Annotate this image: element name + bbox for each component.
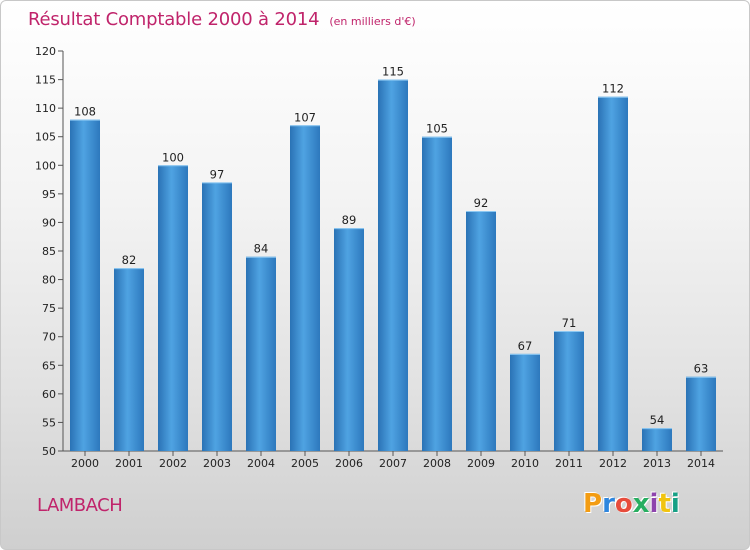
y-tick-label: 110 xyxy=(35,102,56,115)
brand-letter: x xyxy=(632,489,650,519)
value-labels: 108 82 100 97 84 107 89 115 105 92 67 71 112 54 63 xyxy=(74,65,708,428)
brand-letter: t xyxy=(658,489,671,519)
title-line: Résultat Comptable 2000 à 2014 (en millie… xyxy=(28,9,416,30)
data-label: 71 xyxy=(562,316,577,330)
data-label: 54 xyxy=(650,413,665,427)
bar xyxy=(246,256,276,451)
x-tick-label: 2010 xyxy=(511,457,539,470)
x-axis: 2000 2001 2002 2003 2004 2005 2006 2007 2008 2009… xyxy=(63,450,723,470)
brand-letter: i xyxy=(670,489,680,519)
x-tick-label: 2007 xyxy=(379,457,407,470)
bars xyxy=(70,79,716,452)
chart-subtitle: (en milliers d'€) xyxy=(329,15,416,28)
data-label: 67 xyxy=(518,339,533,353)
y-axis: 50 55 60 65 70 75 80 85 90 95 100 105 110 115 120 xyxy=(35,45,64,458)
data-label: 82 xyxy=(122,253,137,267)
y-tick-label: 85 xyxy=(42,245,56,258)
data-label: 105 xyxy=(426,122,448,136)
brand-logo[interactable]: Proxiti xyxy=(583,489,680,519)
x-tick-label: 2001 xyxy=(115,457,143,470)
bar xyxy=(686,376,716,451)
x-tick-label: 2005 xyxy=(291,457,319,470)
y-tick-label: 75 xyxy=(42,302,56,315)
data-label: 107 xyxy=(294,110,316,124)
bar xyxy=(510,353,540,451)
bar xyxy=(202,182,232,451)
data-label: 112 xyxy=(602,82,624,96)
y-tick-label: 95 xyxy=(42,188,56,201)
x-tick-label: 2012 xyxy=(599,457,627,470)
y-tick-label: 70 xyxy=(42,331,56,344)
bar xyxy=(158,165,188,452)
x-tick-label: 2014 xyxy=(687,457,715,470)
commune-name: LAMBACH xyxy=(37,495,123,516)
x-tick-label: 2013 xyxy=(643,457,671,470)
y-tick-label: 120 xyxy=(35,45,56,58)
x-tick-label: 2003 xyxy=(203,457,231,470)
data-label: 100 xyxy=(162,150,184,164)
x-tick-label: 2008 xyxy=(423,457,451,470)
brand-letter: r xyxy=(602,489,615,519)
x-tick-label: 2002 xyxy=(159,457,187,470)
x-tick-label: 2000 xyxy=(71,457,99,470)
y-tick-label: 105 xyxy=(35,131,56,144)
y-tick-label: 80 xyxy=(42,274,56,287)
y-tick-label: 100 xyxy=(35,159,56,172)
data-label: 115 xyxy=(382,65,404,79)
bar xyxy=(114,268,144,451)
x-tick-label: 2011 xyxy=(555,457,583,470)
y-tick-label: 90 xyxy=(42,216,56,229)
bar xyxy=(598,96,628,451)
brand-letter: P xyxy=(583,489,603,519)
brand-letter: o xyxy=(614,489,633,519)
y-tick-label: 65 xyxy=(42,359,56,372)
chart-title: Résultat Comptable 2000 à 2014 xyxy=(28,9,320,30)
bar xyxy=(378,79,408,452)
data-label: 63 xyxy=(694,362,709,376)
data-label: 108 xyxy=(74,105,96,119)
x-tick-label: 2004 xyxy=(247,457,275,470)
data-label: 97 xyxy=(210,167,225,181)
bar xyxy=(554,331,584,451)
bar xyxy=(642,428,672,451)
data-label: 84 xyxy=(254,242,269,256)
x-tick-label: 2006 xyxy=(335,457,363,470)
x-tick-label: 2009 xyxy=(467,457,495,470)
brand-letter: i xyxy=(649,489,659,519)
data-label: 92 xyxy=(474,196,489,210)
y-tick-label: 50 xyxy=(42,445,56,458)
bar xyxy=(466,211,496,451)
y-tick-label: 115 xyxy=(35,74,56,87)
bar xyxy=(422,136,452,451)
y-tick-label: 55 xyxy=(42,416,56,429)
y-tick-label: 60 xyxy=(42,388,56,401)
bar xyxy=(70,119,100,452)
bar xyxy=(290,125,320,452)
bar xyxy=(334,228,364,451)
data-label: 89 xyxy=(342,213,357,227)
